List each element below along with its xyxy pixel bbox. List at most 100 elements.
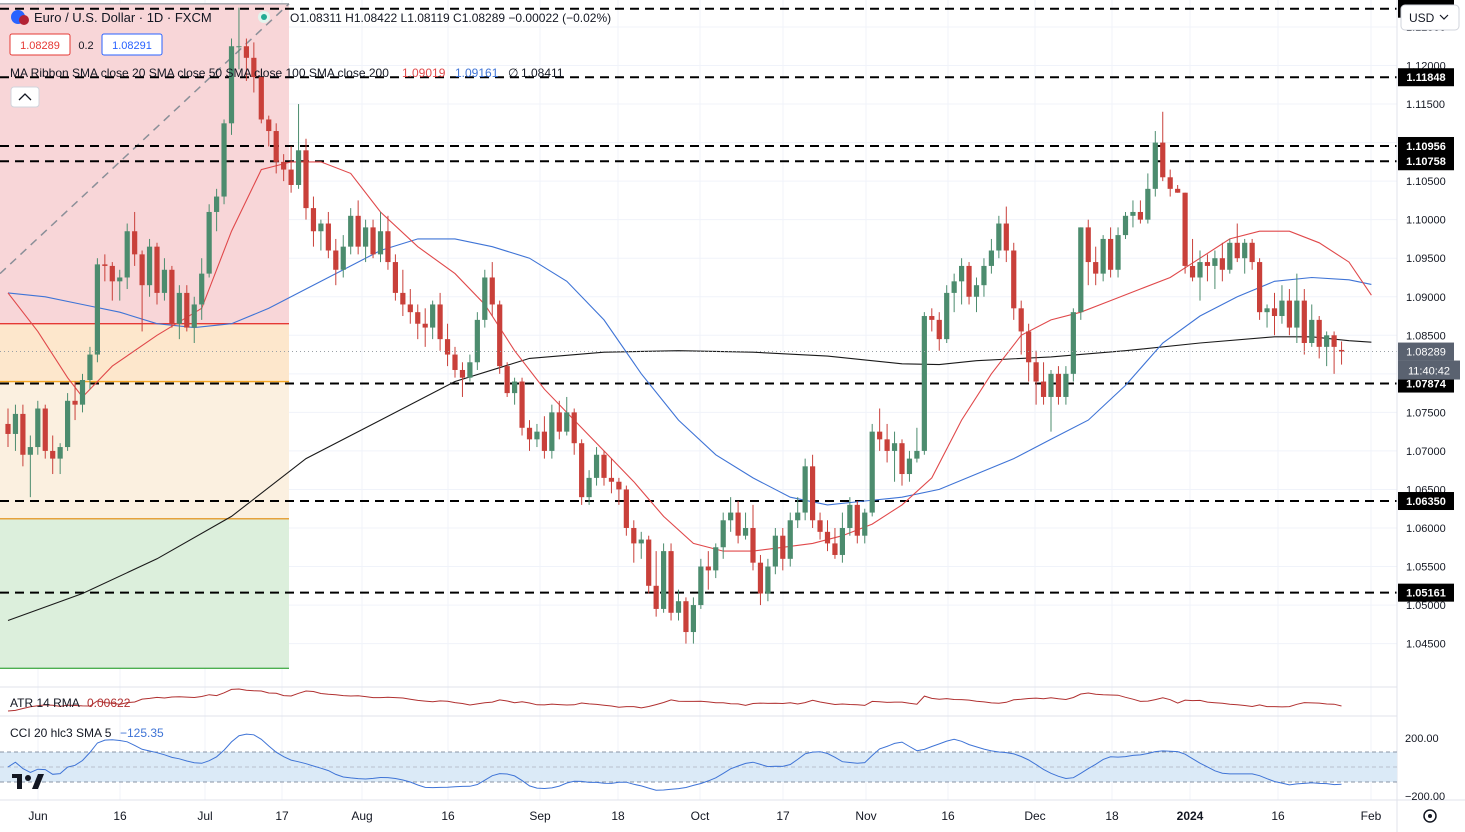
atr-line [7, 688, 1342, 712]
usd-flag-icon [19, 15, 29, 25]
candle-body [236, 46, 242, 48]
candle-body [593, 454, 600, 478]
candle [1175, 184, 1181, 193]
candle [959, 258, 965, 305]
candle-body [1204, 262, 1211, 266]
candle-body [1063, 373, 1069, 397]
candle [765, 558, 771, 602]
candle [616, 477, 622, 505]
atr-legend[interactable]: ATR 14 RMA 0.00622 [10, 696, 131, 710]
cci-legend[interactable]: CCI 20 hlc3 SMA 5 −125.35 [10, 726, 164, 740]
candle [377, 211, 384, 263]
time-tick-label: 16 [441, 809, 455, 823]
candle-body [847, 504, 853, 528]
candle-body [1137, 211, 1143, 220]
candle-body [467, 362, 473, 378]
sell-button[interactable] [9, 33, 71, 56]
candle-body [385, 231, 391, 263]
settings-button[interactable] [1423, 809, 1437, 823]
price-tick-label: 1.06000 [1406, 523, 1446, 535]
time-axis[interactable]: Jun 16 Jul 17 Aug 16 Sep 18 Oct 17 Nov 16 Dec 18 2024 1… [28, 809, 1381, 823]
cci-line [7, 733, 1342, 791]
candle-body [109, 265, 115, 282]
candle-body [363, 227, 369, 247]
currency-selector[interactable]: USD [1400, 4, 1460, 31]
candle [1115, 227, 1121, 278]
candle [996, 215, 1002, 259]
candle-body [951, 281, 957, 293]
candle [27, 435, 33, 498]
candle [1130, 200, 1136, 228]
candle [415, 304, 421, 340]
bid-ask-widget[interactable]: 1.08289 0.2 1.08291 [9, 33, 163, 56]
candles [5, 7, 1345, 644]
market-status-dot-icon [261, 14, 267, 20]
candle [534, 423, 540, 448]
candle [50, 435, 56, 475]
candle [132, 211, 138, 266]
candle [228, 38, 235, 135]
candle-body [243, 46, 249, 58]
collapse-legend-button[interactable] [10, 86, 40, 108]
candle-body [1033, 362, 1039, 382]
fibonacci-zones[interactable] [0, 3, 290, 669]
candle-body [698, 566, 704, 606]
candle [1100, 235, 1106, 282]
candle-body [199, 273, 205, 305]
ma-ribbon-label: MA Ribbon SMA close 20 SMA close 50 SMA … [10, 66, 389, 80]
candle [199, 258, 205, 320]
candle [899, 439, 905, 486]
candle [1011, 242, 1017, 320]
candle-body [877, 431, 883, 440]
candle-body [489, 277, 495, 305]
candle [154, 242, 160, 305]
candle [541, 416, 547, 459]
candle [1234, 223, 1240, 263]
candle [526, 420, 533, 451]
candle-body [1100, 238, 1106, 274]
price-tick-label: 1.04500 [1406, 639, 1446, 651]
time-tick-label: 2024 [1177, 809, 1204, 823]
candle [12, 404, 19, 451]
candle-body [869, 431, 875, 513]
candle-body [221, 123, 227, 197]
candle-body [325, 223, 331, 251]
time-tick-label: Nov [855, 809, 876, 823]
countdown-text: 11:40:42 [1408, 366, 1450, 378]
candle [117, 269, 123, 301]
candle [713, 543, 719, 579]
candle-body [810, 466, 816, 521]
candle [333, 238, 339, 286]
candle [251, 42, 257, 93]
time-tick-label: Jul [197, 809, 212, 823]
candle [661, 543, 667, 613]
candle [1286, 289, 1292, 336]
candle [139, 250, 145, 332]
candle [1309, 304, 1315, 347]
candle [966, 262, 972, 305]
ma-ribbon-legend[interactable]: MA Ribbon SMA close 20 SMA close 50 SMA … [10, 66, 564, 80]
cci-value: −125.35 [120, 726, 164, 740]
candle-body [1011, 250, 1017, 309]
candle-body [392, 262, 398, 293]
candle-body [437, 304, 443, 340]
buy-button[interactable] [101, 33, 163, 56]
candle [929, 308, 935, 332]
candle-body [1130, 211, 1136, 216]
tradingview-logo[interactable] [12, 774, 44, 789]
symbol-legend[interactable]: Euro / U.S. Dollar · 1D · FXCM O1.08311 … [11, 10, 611, 25]
candle [385, 215, 391, 270]
candle [601, 450, 607, 486]
candle [482, 269, 488, 328]
candle-body [430, 304, 436, 328]
candle-body [474, 319, 480, 363]
candle-body [102, 264, 108, 266]
candle [437, 292, 443, 351]
candle-body [65, 400, 71, 448]
candle-body [742, 527, 749, 536]
candle [407, 289, 413, 324]
candle [728, 497, 734, 532]
candle [392, 254, 398, 301]
candle-body [1115, 235, 1121, 270]
